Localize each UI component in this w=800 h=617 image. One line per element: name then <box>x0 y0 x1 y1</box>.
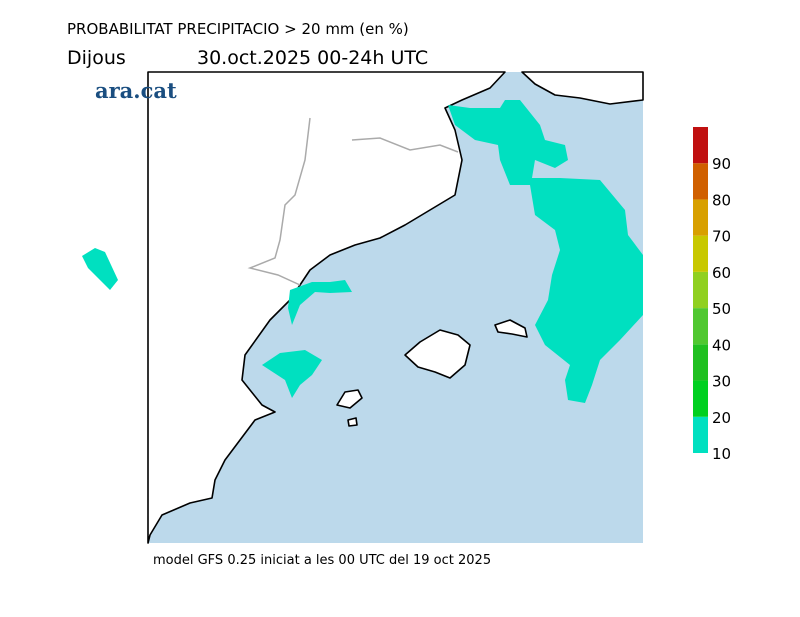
precip-area <box>262 350 322 398</box>
brand: ara.cat <box>95 78 177 103</box>
colorbar-label: 20 <box>712 409 731 427</box>
colorbar-segment <box>693 344 708 381</box>
precip-area <box>82 248 118 290</box>
date: 30.oct.2025 00-24h UTC <box>197 47 428 69</box>
colorbar-segment <box>693 308 708 345</box>
colorbar-label: 40 <box>712 336 731 354</box>
border <box>351 137 459 153</box>
precip-area <box>288 280 352 325</box>
colorbar-label: 90 <box>712 155 731 173</box>
island <box>336 389 363 409</box>
island <box>404 329 471 379</box>
colorbar-segment <box>693 271 708 309</box>
day: Dijous <box>67 47 126 69</box>
colorbar-segment <box>693 380 708 417</box>
precip-area <box>448 100 643 403</box>
island <box>494 319 528 338</box>
title: PROBABILITAT PRECIPITACIO > 20 mm (en %) <box>67 20 409 38</box>
footer: model GFS 0.25 iniciat a les 00 UTC del … <box>153 553 491 568</box>
colorbar-segment <box>693 235 708 272</box>
colorbar-label: 60 <box>712 264 731 282</box>
land-france <box>521 71 644 105</box>
colorbar-label: 80 <box>712 191 731 209</box>
border <box>247 117 311 286</box>
colorbar-label: 50 <box>712 300 731 318</box>
colorbar-segment <box>693 163 708 200</box>
colorbar-segment <box>693 416 708 453</box>
colorbar-label: 10 <box>712 445 731 463</box>
colorbar-label: 70 <box>712 228 731 246</box>
island <box>347 417 358 427</box>
colorbar-label: 30 <box>712 373 731 391</box>
colorbar-segment <box>693 127 708 164</box>
colorbar-segment <box>693 199 708 236</box>
